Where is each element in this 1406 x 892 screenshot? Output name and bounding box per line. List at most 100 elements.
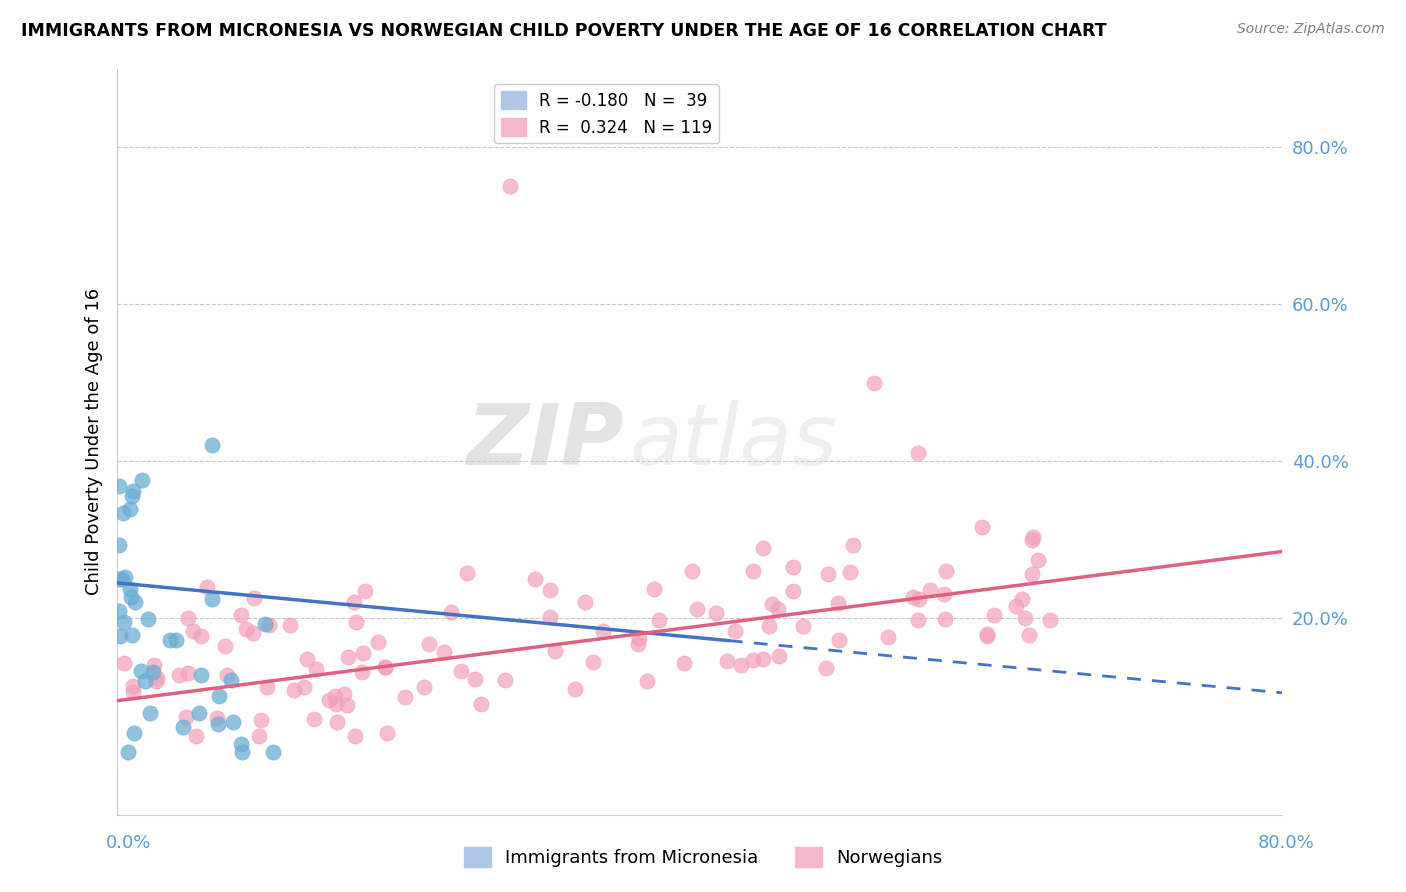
Point (120, 590, 142, 604)
Point (257, 618, 280, 632)
Point (464, 673, 486, 687)
Point (172, 720, 194, 734)
Point (145, 674, 167, 689)
Point (146, 671, 169, 685)
Point (782, 560, 804, 574)
Point (1018, 628, 1040, 642)
Point (685, 602, 707, 616)
Point (243, 591, 266, 606)
Point (131, 473, 153, 487)
Point (724, 624, 747, 638)
Point (742, 652, 765, 666)
Point (907, 446, 929, 460)
Point (114, 570, 136, 584)
Legend: R = -0.180   N =  39, R =  0.324   N = 119: R = -0.180 N = 39, R = 0.324 N = 119 (494, 85, 718, 144)
Y-axis label: Child Poverty Under the Age of 16: Child Poverty Under the Age of 16 (86, 288, 103, 595)
Point (972, 520, 994, 534)
Text: Source: ZipAtlas.com: Source: ZipAtlas.com (1237, 22, 1385, 37)
Point (761, 597, 783, 611)
Point (648, 613, 671, 627)
Point (716, 654, 738, 668)
Point (413, 680, 436, 694)
Point (318, 692, 340, 706)
Point (456, 566, 478, 581)
Text: atlas: atlas (630, 400, 838, 483)
Point (828, 632, 851, 647)
Text: 0.0%: 0.0% (105, 834, 150, 852)
Point (107, 538, 129, 552)
Point (143, 658, 166, 673)
Point (538, 610, 561, 624)
Point (165, 633, 187, 648)
Point (195, 580, 218, 594)
Point (932, 587, 955, 601)
Point (249, 713, 271, 727)
Legend: Immigrants from Micronesia, Norwegians: Immigrants from Micronesia, Norwegians (457, 839, 949, 874)
Point (574, 595, 596, 609)
Point (817, 566, 839, 581)
Point (582, 655, 605, 669)
Point (335, 698, 357, 712)
Point (247, 729, 270, 743)
Point (121, 679, 143, 693)
Point (283, 683, 305, 698)
Point (177, 611, 200, 625)
Point (752, 541, 775, 556)
Point (221, 714, 243, 729)
Point (934, 612, 956, 626)
Point (201, 438, 224, 452)
Point (344, 729, 367, 743)
Point (730, 657, 752, 672)
Point (111, 572, 134, 586)
Point (110, 630, 132, 644)
Point (231, 608, 253, 623)
Point (782, 584, 804, 599)
Point (564, 681, 586, 696)
Point (323, 689, 346, 703)
Point (839, 566, 862, 580)
Point (643, 582, 665, 596)
Point (188, 706, 211, 720)
Point (681, 564, 703, 578)
Point (544, 644, 567, 658)
Point (295, 652, 318, 666)
Point (131, 664, 153, 678)
Point (305, 662, 328, 676)
Point (704, 606, 727, 620)
Point (768, 648, 790, 663)
Point (184, 729, 207, 743)
Point (139, 706, 162, 721)
Point (1005, 599, 1028, 613)
Point (983, 608, 1005, 623)
Point (918, 582, 941, 597)
Point (217, 668, 239, 682)
Point (219, 673, 242, 688)
Point (877, 630, 900, 644)
Point (121, 628, 143, 642)
Point (1021, 533, 1043, 547)
Point (842, 538, 865, 552)
Point (181, 624, 204, 639)
Point (1014, 610, 1036, 624)
Point (863, 376, 886, 390)
Point (628, 631, 651, 645)
Point (242, 625, 264, 640)
Point (903, 590, 925, 604)
Point (159, 632, 181, 647)
Point (499, 179, 522, 194)
Point (1021, 567, 1043, 582)
Point (375, 726, 398, 740)
Point (174, 710, 197, 724)
Point (201, 591, 224, 606)
Point (352, 665, 374, 680)
Point (752, 652, 775, 666)
Point (292, 680, 315, 694)
Point (935, 564, 957, 578)
Point (117, 745, 139, 759)
Point (494, 673, 516, 687)
Point (433, 645, 456, 659)
Point (343, 595, 366, 609)
Point (134, 673, 156, 688)
Point (208, 689, 231, 703)
Point (207, 717, 229, 731)
